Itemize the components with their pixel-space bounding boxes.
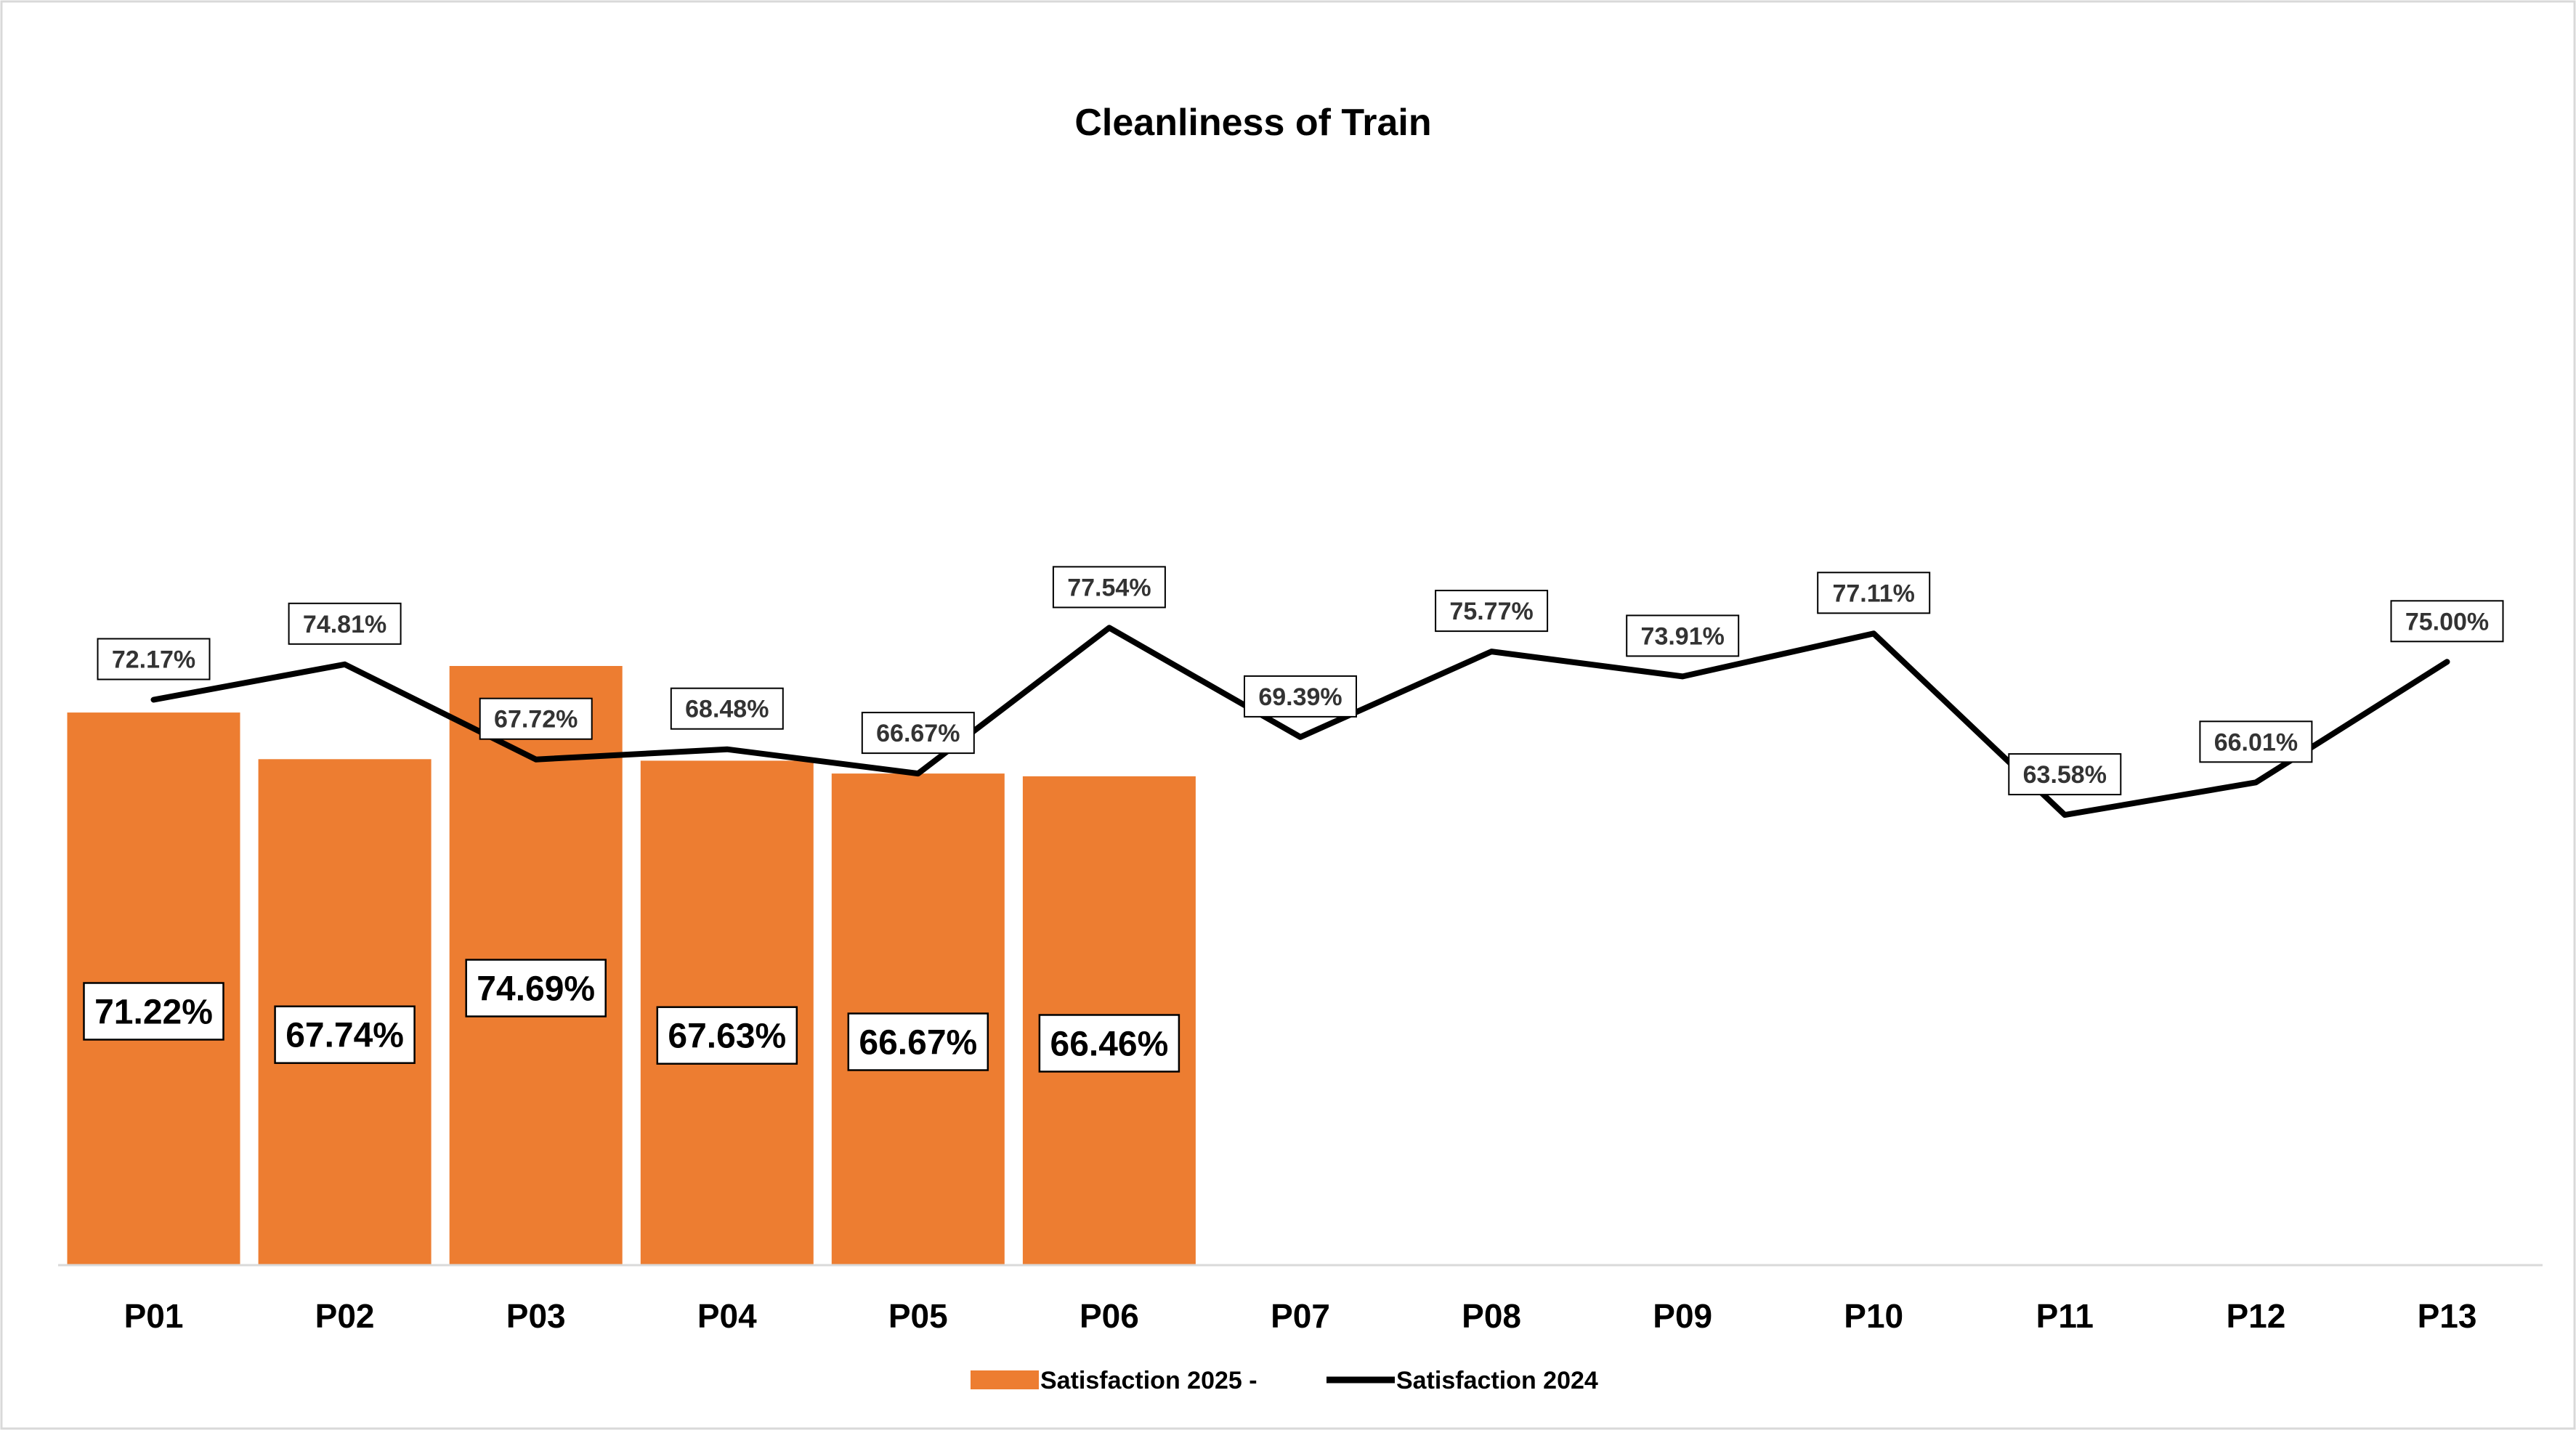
line-data-label-box bbox=[288, 602, 402, 645]
line-point-p10 bbox=[1873, 633, 1875, 635]
line-data-label-p06: 77.54% bbox=[1052, 566, 1166, 609]
bar-data-label-p04: 67.63% bbox=[656, 1006, 798, 1065]
bar-data-label-box bbox=[1038, 1014, 1180, 1073]
line-data-label-box bbox=[97, 638, 211, 681]
line-point-p04 bbox=[726, 748, 728, 750]
line-data-label-p05: 66.67% bbox=[861, 712, 975, 755]
line-data-label-box bbox=[861, 712, 975, 755]
line-data-label-p01: 72.17% bbox=[97, 638, 211, 681]
bar-data-label-p05: 66.67% bbox=[847, 1012, 989, 1071]
bar-data-label-text: 67.74% bbox=[285, 1017, 404, 1055]
line-data-label-box bbox=[1435, 590, 1549, 633]
line-data-label-p03: 67.72% bbox=[479, 697, 593, 740]
x-tick-label-p06: P06 bbox=[1080, 1297, 1139, 1335]
line-data-label-p02: 74.81% bbox=[288, 602, 402, 645]
bar-data-label-text: 71.22% bbox=[94, 994, 213, 1032]
line-layer bbox=[150, 625, 2450, 818]
line-data-label-text: 67.72% bbox=[494, 706, 578, 734]
line-point-p05 bbox=[917, 773, 919, 775]
line-data-label-text: 68.48% bbox=[685, 696, 769, 723]
line-point-p07 bbox=[1300, 736, 1301, 738]
line-data-label-p09: 73.91% bbox=[1626, 614, 1740, 657]
bar-data-label-text: 74.69% bbox=[477, 970, 595, 1009]
x-tick-label-p12: P12 bbox=[2226, 1297, 2285, 1335]
legend: Satisfaction 2025 - Satisfaction 2024 bbox=[971, 1367, 1598, 1394]
line-data-label-box bbox=[1626, 614, 1740, 657]
bar-data-label-box bbox=[274, 1005, 416, 1064]
line-data-label-box bbox=[1052, 566, 1166, 609]
x-tick-label-p01: P01 bbox=[124, 1297, 184, 1335]
line-data-label-box bbox=[479, 697, 593, 740]
line-data-label-p07: 69.39% bbox=[1244, 675, 1357, 718]
line-data-label-text: 77.11% bbox=[1832, 580, 1914, 607]
line-data-label-box bbox=[2008, 753, 2122, 796]
line-data-label-text: 73.91% bbox=[1641, 622, 1725, 650]
line-data-label-text: 75.77% bbox=[1449, 598, 1533, 625]
bar-data-label-p03: 74.69% bbox=[465, 959, 607, 1017]
x-tick-label-p07: P07 bbox=[1271, 1297, 1330, 1335]
x-tick-label-p11: P11 bbox=[2036, 1297, 2094, 1335]
x-tick-label-p13: P13 bbox=[2418, 1297, 2477, 1335]
bar-data-label-text: 66.46% bbox=[1050, 1025, 1169, 1064]
bar-data-label-p06: 66.46% bbox=[1038, 1014, 1180, 1073]
line-data-label-box bbox=[670, 687, 784, 730]
line-data-label-box bbox=[2199, 720, 2313, 763]
line-data-label-text: 63.58% bbox=[2023, 761, 2107, 789]
line-data-label-p11: 63.58% bbox=[2008, 753, 2122, 796]
line-data-label-text: 66.01% bbox=[2214, 728, 2298, 756]
line-point-p01 bbox=[153, 699, 155, 701]
x-tick-label-p02: P02 bbox=[315, 1297, 375, 1335]
line-point-p06 bbox=[1108, 627, 1110, 629]
x-tick-label-p05: P05 bbox=[888, 1297, 948, 1335]
bar-labels-layer: 71.22% 67.74% 74.69% 67.63% 66.67% 66.46% bbox=[83, 959, 1180, 1073]
legend-label-satisfaction-2024: Satisfaction 2024 bbox=[1396, 1367, 1598, 1394]
line-data-label-p10: 77.11% bbox=[1817, 572, 1931, 614]
legend-swatch-satisfaction-2025 bbox=[971, 1370, 1039, 1389]
bar-data-label-p02: 67.74% bbox=[274, 1005, 416, 1064]
line-point-p08 bbox=[1491, 651, 1493, 653]
line-point-p02 bbox=[344, 663, 346, 665]
chart-title: Cleanliness of Train bbox=[1074, 102, 1431, 144]
line-labels-layer: 72.17% 74.81% 67.72% 68.48% 66.67% 77.54% 69.3… bbox=[97, 566, 2504, 796]
bar-data-label-text: 66.67% bbox=[859, 1024, 977, 1063]
line-data-label-p08: 75.77% bbox=[1435, 590, 1549, 633]
x-tick-label-p09: P09 bbox=[1653, 1297, 1712, 1335]
line-data-label-text: 72.17% bbox=[112, 646, 195, 674]
line-data-label-text: 75.00% bbox=[2405, 608, 2489, 635]
line-data-label-p12: 66.01% bbox=[2199, 720, 2313, 763]
bar-data-label-box bbox=[847, 1012, 989, 1071]
line-point-p09 bbox=[1682, 675, 1684, 678]
line-point-p03 bbox=[535, 758, 537, 760]
line-data-label-text: 69.39% bbox=[1258, 683, 1342, 711]
line-point-p11 bbox=[2064, 814, 2066, 816]
line-point-p13 bbox=[2446, 661, 2448, 663]
line-data-label-p04: 68.48% bbox=[670, 687, 784, 730]
bar-data-label-box bbox=[465, 959, 607, 1017]
x-tick-label-p08: P08 bbox=[1462, 1297, 1521, 1335]
line-data-label-text: 77.54% bbox=[1067, 574, 1151, 601]
bar-data-label-box bbox=[83, 982, 224, 1041]
bar-data-label-box bbox=[656, 1006, 798, 1065]
line-point-p12 bbox=[2255, 781, 2257, 784]
bar-data-label-text: 67.63% bbox=[668, 1017, 786, 1056]
line-data-label-box bbox=[1817, 572, 1931, 614]
legend-label-satisfaction-2025: Satisfaction 2025 - bbox=[1040, 1367, 1257, 1394]
x-ticks-layer: P01 P02 P03 P04 P05 P06 P07 P08 P09 P10 P11 P12 P13 bbox=[124, 1297, 2477, 1335]
bar-data-label-p01: 71.22% bbox=[83, 982, 224, 1041]
x-tick-label-p03: P03 bbox=[506, 1297, 566, 1335]
x-tick-label-p10: P10 bbox=[1844, 1297, 1903, 1335]
line-data-label-box bbox=[2390, 600, 2504, 643]
x-tick-label-p04: P04 bbox=[697, 1297, 757, 1335]
line-data-label-box bbox=[1244, 675, 1357, 718]
line-data-label-text: 66.67% bbox=[876, 720, 960, 747]
line-data-label-text: 74.81% bbox=[303, 611, 386, 638]
line-data-label-p13: 75.00% bbox=[2390, 600, 2504, 643]
